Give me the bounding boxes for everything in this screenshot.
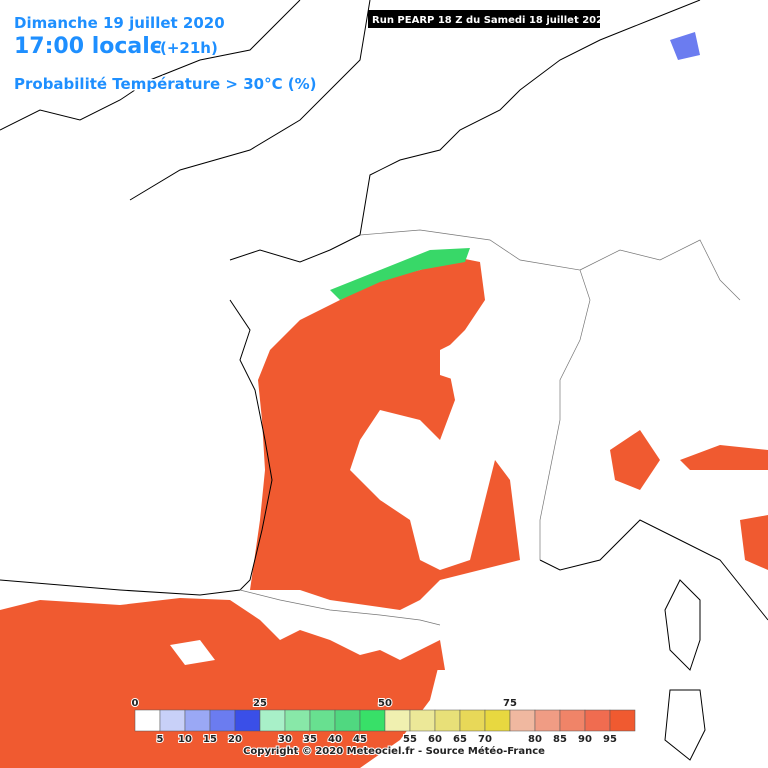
legend-swatch xyxy=(234,709,261,732)
france-area xyxy=(250,258,520,610)
legend-swatch xyxy=(259,709,286,732)
spain-area xyxy=(420,640,445,670)
legend-swatch xyxy=(584,709,611,732)
legend-swatch xyxy=(359,709,386,732)
legend-swatch xyxy=(534,709,561,732)
legend-bottom-label: 90 xyxy=(578,734,592,745)
legend-bottom-label: 20 xyxy=(228,734,242,745)
legend-top-label: 50 xyxy=(378,698,392,709)
legend-bottom-label: 15 xyxy=(203,734,217,745)
legend-swatch xyxy=(434,709,461,732)
legend-swatch xyxy=(134,709,161,732)
legend-bottom-label: 65 xyxy=(453,734,467,745)
legend-bottom-label: 85 xyxy=(553,734,567,745)
run-box xyxy=(368,10,600,28)
legend-swatch xyxy=(159,709,186,732)
legend-bottom-label: 45 xyxy=(353,734,367,745)
legend-swatch xyxy=(184,709,211,732)
legend: 0 25 50 75 5 10 15 20 30 35 40 45 55 60 65 70 80 85 90 95 xyxy=(131,697,636,746)
edge-area xyxy=(330,248,470,300)
legend-top-label: 25 xyxy=(253,698,267,709)
legend-bottom-label: 60 xyxy=(428,734,442,745)
legend-swatch xyxy=(459,709,486,732)
legend-bottom-label: 30 xyxy=(278,734,292,745)
time-text: 17:00 locale xyxy=(14,34,165,59)
offset-text: (+21h) xyxy=(160,39,218,57)
legend-swatch xyxy=(484,709,511,732)
legend-swatch xyxy=(384,709,411,732)
legend-bottom-label: 5 xyxy=(157,734,164,745)
italy-area xyxy=(610,430,660,490)
run-info: Run PEARP 18 Z du Samedi 18 juillet 2020 xyxy=(372,15,610,26)
legend-swatch xyxy=(334,709,361,732)
legend-bottom-label: 80 xyxy=(528,734,542,745)
date-text: Dimanche 19 juillet 2020 xyxy=(14,14,225,32)
legend-swatch xyxy=(284,709,311,732)
legend-swatch xyxy=(209,709,236,732)
legend-top-label: 75 xyxy=(503,698,517,709)
parameter-text: Probabilité Température > 30°C (%) xyxy=(14,75,317,93)
probability-areas xyxy=(0,32,768,768)
legend-swatch xyxy=(509,709,536,732)
borders xyxy=(239,229,741,626)
gap xyxy=(170,640,215,665)
legend-bottom-label: 55 xyxy=(403,734,417,745)
gap xyxy=(440,340,460,380)
legend-swatch xyxy=(409,709,436,732)
legend-bottom-label: 95 xyxy=(603,734,617,745)
italy-area xyxy=(740,515,768,570)
legend-bottom-label: 40 xyxy=(328,734,342,745)
legend-swatch xyxy=(559,709,586,732)
legend-top-label: 0 xyxy=(132,698,139,709)
spain-area xyxy=(0,598,440,768)
low-area xyxy=(670,32,700,60)
legend-bottom-label: 10 xyxy=(178,734,192,745)
italy-area xyxy=(680,445,768,470)
legend-swatch xyxy=(609,709,636,732)
legend-bottom-label: 70 xyxy=(478,734,492,745)
copyright: Copyright © 2020 Meteociel.fr - Source M… xyxy=(243,745,545,757)
legend-bottom-label: 35 xyxy=(303,734,317,745)
legend-swatch xyxy=(309,709,336,732)
